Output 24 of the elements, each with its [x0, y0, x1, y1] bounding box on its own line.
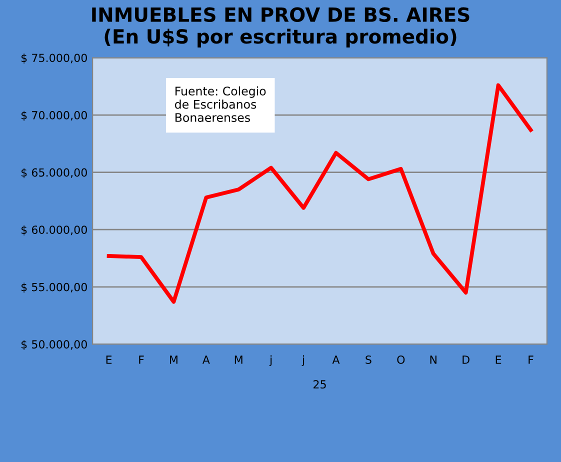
y-tick-label: $ 50.000,00	[21, 340, 87, 350]
x-tick-label: F	[528, 356, 534, 364]
x-tick-label: M	[170, 356, 178, 364]
x-tick-label: S	[366, 355, 372, 364]
x-tick-label: A	[202, 356, 210, 364]
x-tick-label: j	[269, 355, 272, 366]
x-tick-label: A	[332, 356, 340, 364]
x-tick-label: D	[462, 356, 470, 364]
chart-title: INMUEBLES EN PROV DE BS. AIRES (En U$S por escritura promedio)	[92, 7, 470, 48]
x-tick-label: O	[397, 355, 405, 364]
x-tick-label: E	[496, 356, 502, 364]
y-tick-label: $ 75.000,00	[21, 54, 87, 64]
y-tick-label: $ 65.000,00	[21, 168, 87, 178]
x-tick-label: E	[106, 356, 112, 364]
x-tick-label: j	[302, 355, 304, 366]
x-tick-label: N	[430, 356, 436, 364]
x-tick-label: F	[139, 356, 144, 364]
x-axis-title: 25	[314, 380, 326, 389]
y-tick-label: $ 70.000,00	[21, 110, 87, 121]
line-series	[106, 83, 533, 304]
annotation: Fuente: Colegio de Escribanos Bonaerenses	[175, 86, 266, 122]
y-tick-label: $ 55.000,00	[21, 282, 87, 293]
x-tick-label: M	[234, 356, 242, 364]
y-tick-label: $ 60.000,00	[21, 225, 87, 236]
